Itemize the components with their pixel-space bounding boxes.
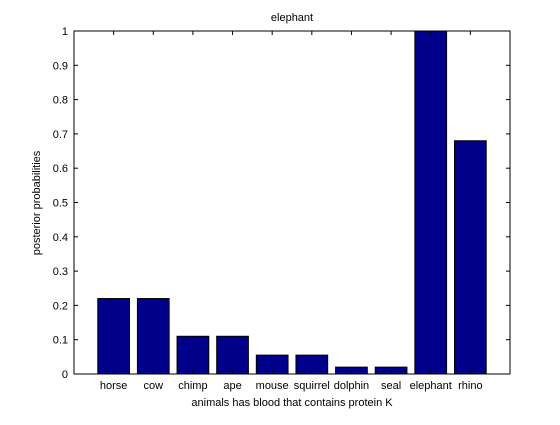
- y-tick-label: 0: [62, 369, 68, 381]
- bar-chimp: [176, 335, 210, 375]
- y-tick-label: 0.3: [53, 266, 68, 278]
- x-tick-label: mouse: [256, 380, 289, 392]
- y-tick-label: 0.8: [53, 95, 68, 107]
- bar-rhino: [454, 140, 487, 375]
- x-tick-label: squirrel: [294, 380, 330, 392]
- y-tick-label: 0.4: [53, 232, 68, 244]
- y-tick-label: 0.5: [53, 198, 68, 210]
- bars-group: [97, 30, 487, 375]
- y-tick-label: 0.7: [53, 129, 68, 141]
- y-axis-label: posterior probabilities: [31, 150, 43, 255]
- x-tick-label: elephant: [410, 380, 452, 392]
- bar-horse: [97, 298, 130, 375]
- x-tick-label: horse: [100, 380, 128, 392]
- bar-ape: [216, 335, 249, 375]
- x-tick-label: dolphin: [334, 380, 369, 392]
- chart-title: elephant: [271, 12, 313, 24]
- y-tick-label: 0.1: [53, 335, 68, 347]
- y-tick-label: 0.9: [53, 60, 68, 72]
- x-tick-label: seal: [381, 380, 401, 392]
- x-tick-label: chimp: [178, 380, 207, 392]
- x-axis-label: animals has blood that contains protein …: [191, 397, 393, 409]
- x-tick-label: ape: [223, 380, 241, 392]
- y-tick-label: 1: [62, 26, 68, 38]
- plot-area-frame: [73, 30, 511, 375]
- x-tick-label: rhino: [458, 380, 482, 392]
- x-axis-ticks: horse cow chimp ape mouse squirrel dolphin seal…: [100, 31, 483, 392]
- x-tick-label: cow: [143, 380, 163, 392]
- y-tick-label: 0.2: [53, 300, 68, 312]
- y-tick-label: 0.6: [53, 163, 68, 175]
- bar-cow: [136, 298, 170, 375]
- bar-elephant: [414, 30, 448, 375]
